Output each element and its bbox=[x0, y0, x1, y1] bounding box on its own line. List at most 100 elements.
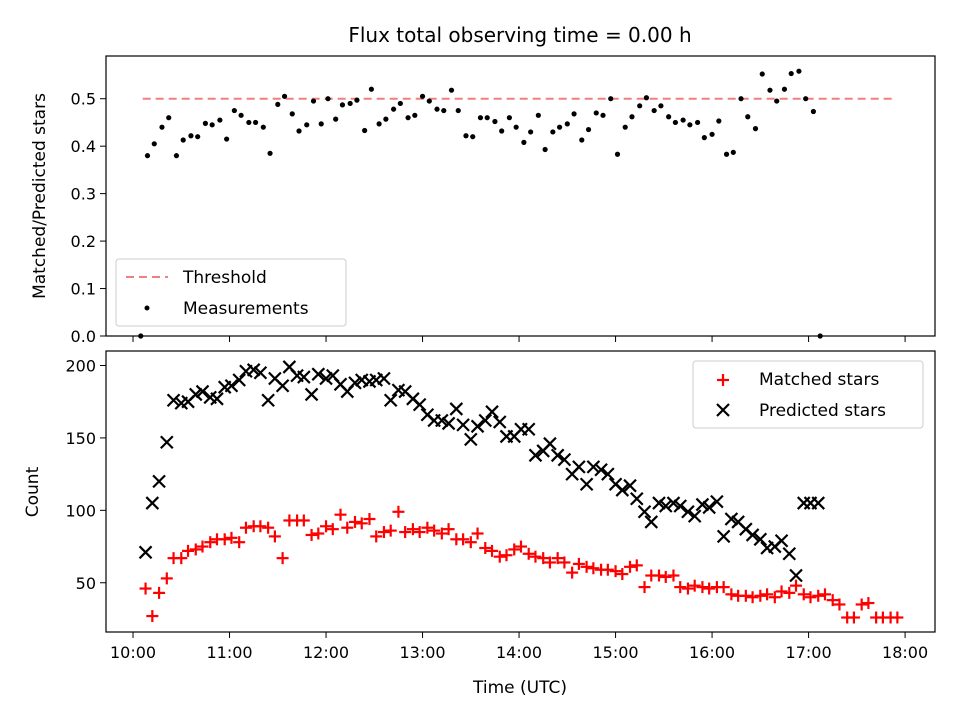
measurement-point bbox=[477, 115, 484, 121]
legend-matched-label: Matched stars bbox=[759, 370, 879, 390]
predicted-stars-point bbox=[753, 532, 768, 547]
matched-stars-point bbox=[233, 536, 246, 549]
predicted-stars-point bbox=[687, 509, 702, 523]
matched-stars-point bbox=[508, 543, 521, 556]
measurement-point bbox=[745, 114, 751, 120]
measurement-point bbox=[376, 121, 382, 127]
measurement-point bbox=[767, 87, 773, 93]
predicted-stars-point bbox=[586, 460, 601, 474]
predicted-stars-point bbox=[673, 499, 687, 513]
matched-stars-point bbox=[514, 540, 527, 553]
y-tick-label: 0.0 bbox=[71, 327, 96, 346]
predicted-stars-point bbox=[441, 416, 456, 431]
predicted-stars-point bbox=[695, 497, 710, 512]
measurement-point bbox=[622, 124, 628, 130]
matched-stars-point bbox=[812, 589, 825, 602]
matched-stars-point bbox=[818, 588, 831, 601]
measurement-point bbox=[368, 86, 374, 92]
measurement-point bbox=[651, 107, 657, 114]
measurement-point bbox=[571, 111, 577, 117]
predicted-stars-point bbox=[275, 378, 290, 393]
legend-matched-swatch bbox=[717, 374, 729, 386]
top-y-axis-label: Matched/Predicted stars bbox=[30, 93, 50, 299]
predicted-stars-point bbox=[550, 448, 565, 463]
matched-stars-point bbox=[370, 530, 383, 543]
measurement-point bbox=[260, 124, 266, 130]
measurement-point bbox=[383, 116, 389, 122]
measurement-point bbox=[709, 131, 715, 137]
matched-stars-point bbox=[341, 521, 354, 534]
x-tick-label: 16:00 bbox=[689, 643, 735, 662]
predicted-stars-point bbox=[615, 483, 630, 497]
top-x-ticks bbox=[132, 336, 906, 342]
matched-stars-point bbox=[500, 549, 513, 562]
top-panel: Matched/Predicted stars 0.00.10.20.30.40… bbox=[30, 55, 936, 346]
matched-stars-point bbox=[783, 586, 796, 599]
measurement-point bbox=[817, 333, 823, 339]
matched-stars-point bbox=[276, 552, 289, 565]
bottom-plot-frame bbox=[105, 350, 936, 633]
matched-stars-point bbox=[399, 526, 412, 539]
matched-stars-point bbox=[847, 611, 860, 624]
measurement-point bbox=[296, 128, 302, 134]
x-tick-label: 10:00 bbox=[110, 643, 156, 662]
measurement-point bbox=[550, 129, 556, 135]
predicted-stars-point bbox=[652, 496, 666, 510]
legend-threshold-label: Threshold bbox=[182, 268, 267, 288]
matched-stars-point bbox=[674, 581, 687, 594]
measurement-point bbox=[362, 127, 368, 134]
matched-stars-point bbox=[826, 594, 839, 607]
matched-stars-point bbox=[348, 515, 361, 528]
matched-stars-point bbox=[239, 521, 252, 534]
measurement-point bbox=[434, 106, 440, 112]
measurement-point bbox=[694, 119, 701, 126]
predicted-stars-point bbox=[485, 405, 499, 419]
matched-stars-point bbox=[667, 569, 680, 582]
matched-stars-point bbox=[377, 526, 390, 539]
y-tick-label: 0.5 bbox=[71, 90, 96, 109]
matched-stars-point bbox=[659, 570, 672, 583]
measurement-point bbox=[643, 95, 650, 101]
measurement-point bbox=[759, 71, 765, 77]
matched-stars-point bbox=[616, 568, 629, 581]
x-tick-label: 14:00 bbox=[496, 643, 542, 662]
measurement-point bbox=[426, 98, 432, 104]
measurement-point bbox=[405, 115, 411, 121]
matched-stars-point bbox=[225, 531, 238, 544]
measurement-point bbox=[716, 118, 722, 124]
measurement-point bbox=[354, 97, 360, 103]
predicted-stars-point bbox=[543, 436, 557, 451]
matched-stars-point bbox=[601, 563, 614, 576]
matched-stars-point bbox=[566, 566, 579, 579]
matched-stars-point bbox=[652, 569, 665, 582]
matched-stars-point bbox=[775, 585, 788, 598]
measurement-point bbox=[347, 100, 353, 107]
measurement-point bbox=[144, 153, 151, 159]
predicted-stars-point bbox=[304, 387, 319, 402]
matched-stars-point bbox=[160, 572, 173, 585]
predicted-stars-point bbox=[774, 533, 789, 548]
measurement-point bbox=[159, 124, 165, 130]
bottom-panel: Count 50 100 150 200 10:00 11:00 12:00 13:00 14… bbox=[23, 350, 936, 698]
measurement-point bbox=[246, 119, 252, 126]
measurement-point bbox=[333, 116, 339, 122]
bottom-y-axis-label: Count bbox=[23, 466, 43, 517]
matched-stars-point bbox=[146, 610, 159, 623]
x-tick-label: 13:00 bbox=[399, 643, 445, 662]
bottom-x-ticks: 10:00 11:00 12:00 13:00 14:00 15:00 16:00 17:00… bbox=[110, 632, 928, 662]
legend-measurements-swatch bbox=[144, 305, 150, 311]
matched-stars-point bbox=[312, 527, 325, 540]
measurement-point bbox=[138, 333, 144, 339]
measurement-point bbox=[412, 112, 418, 118]
measurement-point bbox=[492, 118, 498, 125]
matched-stars-point bbox=[891, 611, 904, 624]
measurement-point bbox=[455, 107, 461, 114]
matched-stars-point bbox=[421, 521, 434, 534]
measurement-point bbox=[629, 114, 635, 120]
measurement-point bbox=[666, 114, 672, 120]
predicted-stars-point bbox=[521, 422, 536, 436]
predicted-stars-point bbox=[464, 432, 478, 447]
matched-stars-point bbox=[486, 544, 499, 557]
matched-stars-point bbox=[746, 591, 759, 604]
predicted-stars-point bbox=[601, 467, 615, 481]
